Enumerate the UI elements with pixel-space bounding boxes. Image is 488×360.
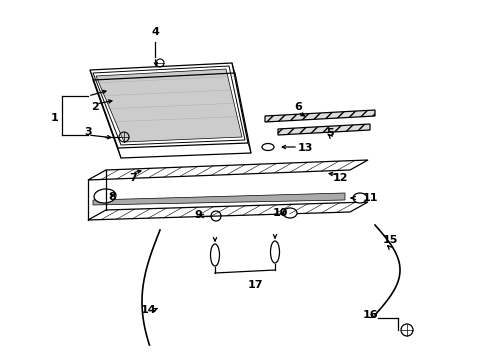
Polygon shape [264, 110, 374, 122]
Text: 15: 15 [382, 235, 397, 245]
Ellipse shape [94, 189, 116, 203]
Text: 6: 6 [293, 102, 301, 112]
Ellipse shape [210, 244, 219, 266]
Text: 17: 17 [247, 280, 262, 290]
Text: 12: 12 [331, 173, 347, 183]
Polygon shape [96, 69, 242, 142]
Text: 2: 2 [91, 102, 99, 112]
Text: 9: 9 [194, 210, 202, 220]
Text: 1: 1 [51, 113, 59, 123]
Text: 13: 13 [297, 143, 312, 153]
Text: 5: 5 [325, 128, 333, 138]
Text: 3: 3 [84, 127, 92, 137]
Ellipse shape [352, 193, 366, 203]
Polygon shape [278, 124, 369, 135]
Text: 16: 16 [362, 310, 377, 320]
Polygon shape [88, 202, 367, 220]
Text: 10: 10 [272, 208, 287, 218]
Text: 4: 4 [151, 27, 159, 37]
Ellipse shape [270, 241, 279, 263]
Ellipse shape [283, 208, 296, 218]
Polygon shape [88, 160, 367, 180]
Text: 11: 11 [362, 193, 377, 203]
Text: 8: 8 [108, 192, 116, 202]
Polygon shape [93, 193, 345, 205]
Text: 14: 14 [140, 305, 156, 315]
Text: 7: 7 [129, 173, 137, 183]
